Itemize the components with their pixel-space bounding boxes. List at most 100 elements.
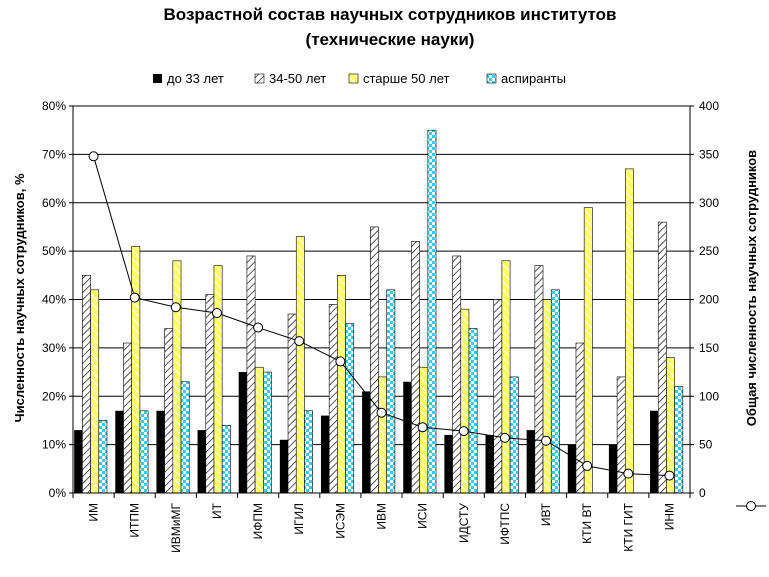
bar-yellow-stripe-10 xyxy=(501,260,511,494)
bar-yellow-stripe-9 xyxy=(460,308,470,494)
bar-cyan-check-9 xyxy=(468,328,478,494)
bar-hatch-2 xyxy=(164,328,174,494)
x-tick-label: ИСИ xyxy=(416,503,430,529)
bar-hatch-0 xyxy=(82,275,91,494)
bar-hatch-12 xyxy=(575,342,585,494)
bar-yellow-stripe-0 xyxy=(90,289,100,494)
bar-yellow-stripe-12 xyxy=(583,207,593,494)
total-line-point xyxy=(417,422,428,433)
bar-hatch-8 xyxy=(411,241,420,494)
y-tick-label: 80% xyxy=(42,99,66,113)
bar-cyan-check-7 xyxy=(386,289,396,494)
bar-yellow-stripe-5 xyxy=(295,236,305,494)
bar-hatch-3 xyxy=(205,294,215,494)
x-tick-label: ИФТПС xyxy=(498,503,512,545)
y-tick-label: 70% xyxy=(42,147,66,161)
total-line-point xyxy=(458,426,469,437)
y-tick-label: 60% xyxy=(42,196,66,210)
y-axis-ticks: 0% 10% 20% 30% 40% 50% 60% 70% 80% xyxy=(42,99,73,500)
bar-solid-3 xyxy=(197,430,206,493)
bar-solid-0 xyxy=(74,430,83,493)
bar-cyan-check-8 xyxy=(427,129,437,494)
total-line-point xyxy=(129,292,140,303)
bar-solid-10 xyxy=(485,434,494,493)
bar-solid-2 xyxy=(156,410,165,493)
x-axis-ticks: ИМ ИТПМ ИВМиМГ ИТ ИФПМ ИГИЛ ИСЭМ ИВМ ИСИ ИДСТУ ИФТ… xyxy=(72,493,691,553)
total-line xyxy=(88,151,675,481)
bar-yellow-stripe-2 xyxy=(172,260,182,494)
y-tick-label: 0% xyxy=(49,486,67,500)
chart-title-line1: Возрастной состав научных сотрудников ин… xyxy=(164,5,617,24)
total-line-point xyxy=(88,151,99,162)
x-tick-label: ИСЭМ xyxy=(333,503,347,539)
x-tick-label: ИФПМ xyxy=(251,503,265,539)
total-line-point xyxy=(335,356,346,367)
x-tick-label: ИДСТУ xyxy=(457,503,471,543)
y-tick-label: 20% xyxy=(42,389,66,403)
y-tick-label: 10% xyxy=(42,438,66,452)
legend-swatch xyxy=(486,73,497,84)
x-tick-label: ИМ xyxy=(87,503,101,522)
bar-cyan-check-11 xyxy=(550,289,560,494)
y-tick-label: 50% xyxy=(42,244,66,258)
y2-tick-label: 150 xyxy=(699,341,719,355)
y2-tick-label: 0 xyxy=(699,486,706,500)
total-line-point xyxy=(582,460,593,471)
bar-hatch-10 xyxy=(493,299,503,494)
bar-yellow-stripe-1 xyxy=(131,245,141,494)
bar-cyan-check-2 xyxy=(180,381,190,494)
legend-swatch xyxy=(153,74,162,83)
y2-tick-label: 50 xyxy=(699,438,713,452)
total-line-point xyxy=(294,336,305,347)
bar-hatch-1 xyxy=(123,342,132,494)
bar-solid-5 xyxy=(279,439,289,493)
y2-tick-label: 200 xyxy=(699,293,719,307)
y2-tick-label: 400 xyxy=(699,99,719,113)
bar-cyan-check-5 xyxy=(304,410,313,494)
bar-solid-9 xyxy=(444,434,453,493)
bar-yellow-stripe-3 xyxy=(213,265,223,494)
legend-label: аспиранты xyxy=(501,71,566,86)
bar-hatch-14 xyxy=(657,221,667,494)
bar-solid-7 xyxy=(362,391,371,493)
bar-yellow-stripe-4 xyxy=(254,366,264,494)
bar-cyan-check-4 xyxy=(262,371,272,494)
bar-solid-8 xyxy=(403,381,412,493)
legend-swatch xyxy=(348,73,359,84)
bar-solid-11 xyxy=(526,430,535,493)
bar-cyan-check-14 xyxy=(674,386,684,494)
total-line-point xyxy=(170,302,181,313)
y2-axis-title: Общая численность научных сотрудников xyxy=(744,150,759,426)
x-tick-label: ИВМиМГ xyxy=(169,503,183,553)
y2-axis-ticks: 0 50 100 150 200 250 300 350 400 xyxy=(690,99,719,500)
total-line-point xyxy=(664,470,675,481)
bar-cyan-check-3 xyxy=(221,424,231,494)
total-line-point xyxy=(253,322,264,333)
y-axis-title: Численность научных сотрудников, % xyxy=(12,173,27,422)
chart-title-line2: (технические науки) xyxy=(306,30,475,49)
y2-tick-label: 300 xyxy=(699,196,719,210)
y2-tick-label: 250 xyxy=(699,244,719,258)
legend: до 33 лет 34-50 лет старше 50 лет аспиранты xyxy=(153,71,566,86)
total-line-point xyxy=(211,308,222,319)
y2-tick-label: 100 xyxy=(699,389,719,403)
y2-title-circle-marker xyxy=(746,501,756,511)
x-tick-label: ИНМ xyxy=(662,503,676,530)
bar-hatch-6 xyxy=(328,304,338,494)
total-line-point xyxy=(541,435,552,446)
bar-cyan-check-0 xyxy=(98,420,108,494)
total-line-point xyxy=(623,468,634,479)
bar-yellow-stripe-13 xyxy=(624,168,634,494)
bar-solid-1 xyxy=(115,410,124,493)
x-tick-label: КТИ ВТ xyxy=(580,502,594,543)
bar-yellow-stripe-11 xyxy=(542,299,552,494)
x-tick-label: ИВМ xyxy=(375,503,389,530)
bar-cyan-check-1 xyxy=(139,410,149,494)
bar-hatch-7 xyxy=(369,226,379,494)
x-tick-label: ИТПМ xyxy=(128,503,142,538)
bar-hatch-11 xyxy=(534,265,544,494)
x-tick-label: ИГИЛ xyxy=(292,503,306,535)
bar-hatch-4 xyxy=(246,255,256,494)
